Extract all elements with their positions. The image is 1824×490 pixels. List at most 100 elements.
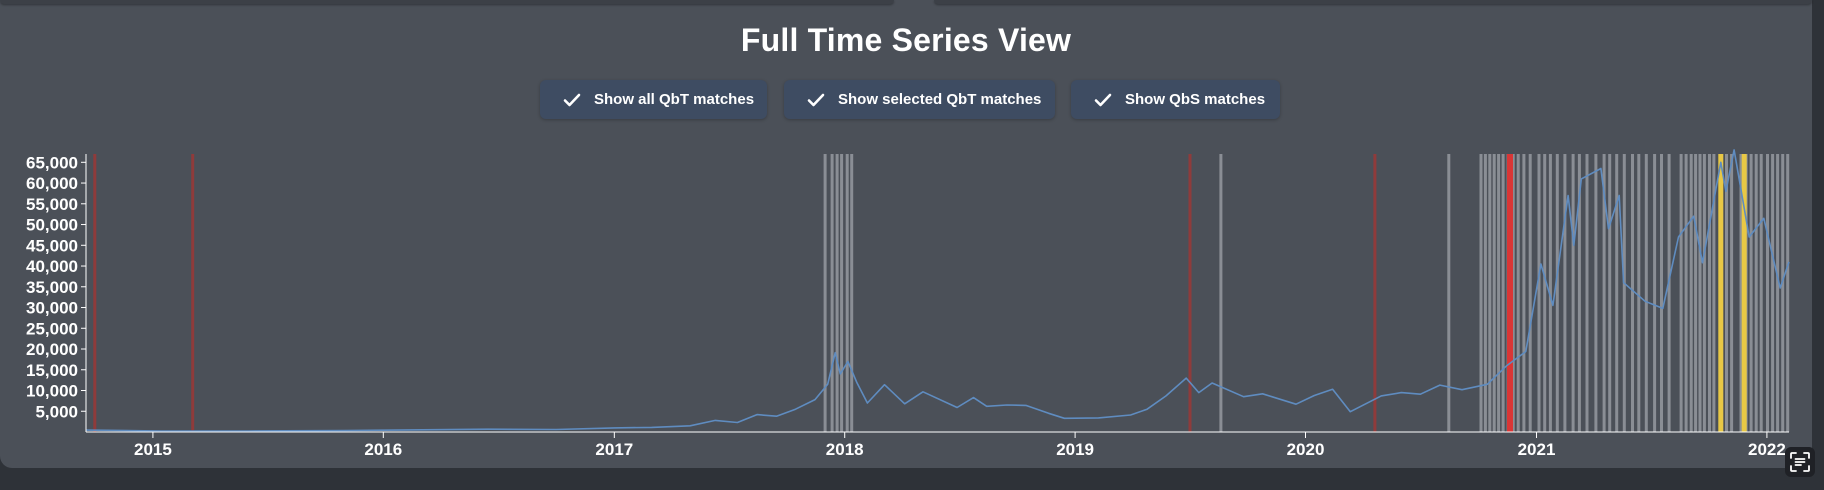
qbt-match-line [1585,154,1589,432]
selected-match-line [1741,154,1747,432]
checkmark-icon [1091,93,1115,107]
qbt-match-line [1488,154,1492,432]
qbt-match-line [1730,154,1734,432]
qbt-match-line [1631,154,1634,432]
qbt-match-line [1637,154,1641,432]
x-tick-label: 2017 [595,440,633,459]
y-tick-label: 10,000 [26,382,78,401]
qbt-match-line [1766,154,1769,432]
qbt-match-line [1522,154,1526,432]
qbs-match-line [191,154,195,432]
qbt-match-line [1776,154,1780,432]
qbt-match-line [1537,154,1541,432]
show-all-qbt-toggle[interactable]: Show all QbT matches [540,80,767,119]
y-tick-label: 45,000 [26,236,78,255]
x-tick-label: 2021 [1518,440,1556,459]
y-tick-label: 30,000 [26,299,78,318]
qbt-match-line [1725,154,1728,432]
y-tick-label: 20,000 [26,340,78,359]
qbt-match-line [1548,154,1552,432]
x-tick-label: 2015 [134,440,172,459]
y-tick-label: 15,000 [26,361,78,380]
x-tick-label: 2018 [826,440,864,459]
qbt-match-line [1479,154,1483,432]
x-tick-label: 2016 [364,440,402,459]
scan-text-button[interactable] [1785,447,1815,477]
show-selected-qbt-toggle[interactable]: Show selected QbT matches [784,80,1055,119]
y-tick-label: 65,000 [26,153,78,172]
qbt-match-line [1644,154,1648,432]
qbs-match-line [1373,154,1377,432]
y-tick-label: 25,000 [26,319,78,338]
qbt-match-line [835,154,839,432]
qbt-match-line [1501,154,1505,432]
show-all-qbt-label: Show all QbT matches [594,91,755,108]
qbt-match-line [1739,154,1743,432]
qbt-match-line [1771,154,1775,432]
y-tick-label: 35,000 [26,278,78,297]
qbt-match-line [1689,154,1693,432]
checkmark-icon [804,93,828,107]
page-title: Full Time Series View [740,22,1072,58]
x-tick-label: 2019 [1056,440,1094,459]
qbs-match-line [1188,154,1192,432]
qbt-match-line [1608,154,1612,432]
qbt-match-line [1712,154,1716,432]
show-qbs-toggle[interactable]: Show QbS matches [1071,80,1280,119]
x-tick-label: 2020 [1287,440,1325,459]
show-qbs-label: Show QbS matches [1125,91,1266,108]
y-tick-label: 40,000 [26,257,78,276]
qbt-match-line [1528,154,1532,432]
qbt-match-line [1594,154,1598,432]
qbt-match-line [1698,154,1702,432]
qbt-match-line [1653,154,1657,432]
qbt-match-line [1543,154,1547,432]
qbt-match-line [1759,154,1763,432]
price-series-line [85,149,1790,432]
show-selected-qbt-label: Show selected QbT matches [838,91,1042,108]
qbt-match-line [1754,154,1758,432]
qbt-match-line [1708,154,1711,432]
y-tick-label: 50,000 [26,216,78,235]
qbt-match-line [830,154,834,432]
qbt-match-line [1667,154,1671,432]
scan-text-icon [1790,452,1810,472]
qbt-match-line [1684,154,1688,432]
qbt-match-line [1219,154,1223,432]
qbt-match-line [1602,154,1606,432]
qbt-match-line [1447,154,1451,432]
x-tick-label: 2022 [1748,440,1786,459]
qbt-match-line [1577,154,1581,432]
top-card-left [0,0,894,4]
qbs-match-line [93,154,97,432]
qbt-match-line [845,154,849,432]
qbt-match-line [1702,154,1706,432]
top-card-right [934,0,1812,4]
qbt-match-line [1615,154,1619,432]
qbt-match-line [1749,154,1753,432]
qbt-match-line [850,154,854,432]
qbt-match-line [1492,154,1496,432]
qbt-match-line [1781,154,1785,432]
qbt-match-line [1660,154,1663,432]
y-tick-label: 60,000 [26,174,78,193]
qbt-match-line [1497,154,1501,432]
qbt-match-line [1694,154,1698,432]
qbt-match-line [1516,154,1520,432]
qbt-match-line [1563,154,1567,432]
qbt-match-line [1555,154,1559,432]
qbt-match-line [1622,154,1626,432]
selected-match-line [1507,154,1513,432]
qbt-match-line [1511,154,1515,432]
y-tick-label: 5,000 [35,402,78,421]
qbt-match-line [840,154,844,432]
qbt-match-line [1786,154,1790,432]
qbt-match-line [1483,154,1487,432]
selected-match-line [1718,154,1724,432]
qbt-match-line [823,154,827,432]
qbt-match-line [1679,154,1683,432]
qbt-match-line [1571,154,1575,432]
y-tick-label: 55,000 [26,195,78,214]
checkmark-icon [560,93,584,107]
